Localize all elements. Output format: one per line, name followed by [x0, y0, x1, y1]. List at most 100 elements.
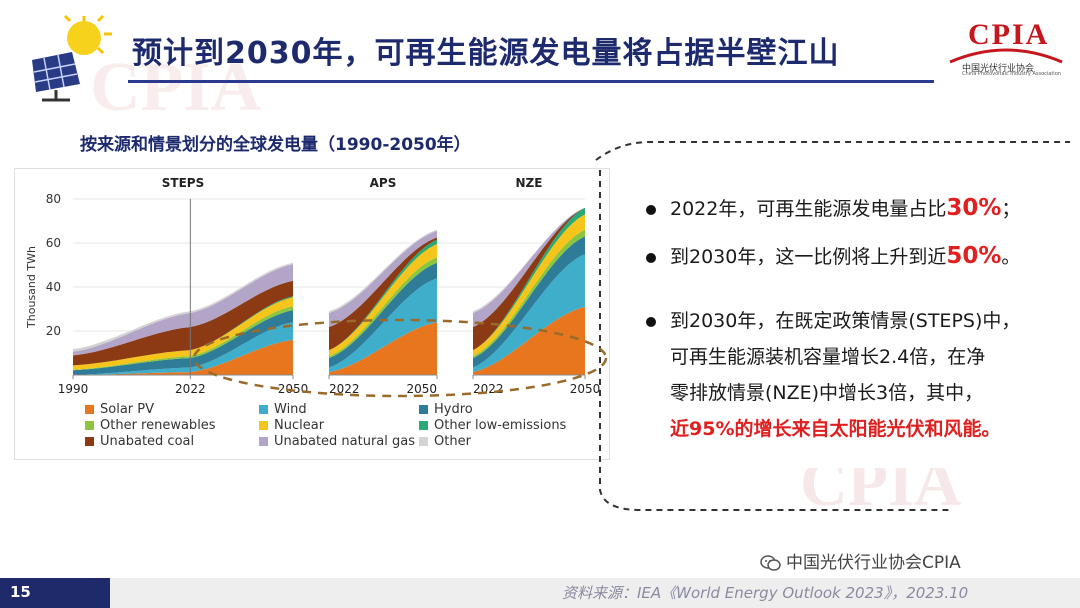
area-other-steps [73, 262, 293, 352]
footer-bar [0, 578, 1080, 608]
area-unabated-natural-gas-aps [329, 230, 437, 327]
legend-swatch [419, 421, 428, 430]
legend-label: Other low-emissions [434, 418, 567, 433]
legend-swatch [259, 405, 268, 414]
area-other-renewables-steps [73, 306, 293, 371]
area-unabated-natural-gas-steps [73, 264, 293, 356]
chart-container: 80 60 40 20 Thousand TWh STEPS 1990 2022 2050 APS… [14, 168, 610, 460]
area-unabated-coal-nze [473, 207, 585, 351]
solar-panel-icon [32, 14, 112, 102]
panel-title-nze: NZE [516, 176, 543, 190]
x-tick-label: 2050 [278, 382, 309, 396]
area-other-nze [473, 207, 585, 313]
chart-title: 按来源和情景划分的全球发电量（1990-2050年） [80, 135, 471, 155]
area-chart: 80 60 40 20 Thousand TWh STEPS 1990 2022 2050 APS… [25, 176, 601, 396]
legend-item: Other low-emissions [419, 418, 566, 433]
logo-subtitle: 中国光伏行业协会 [962, 64, 1035, 74]
logo-subtitle-en: China Photovoltaic Industry Association [962, 71, 1061, 77]
area-unabated-natural-gas-nze [473, 207, 585, 327]
bullet-1: 2022年，可再生能源发电量占比30%； [646, 194, 1020, 221]
cpia-logo: CPIA [968, 18, 1050, 51]
legend-item: Other renewables [85, 418, 216, 433]
legend-label: Unabated coal [100, 434, 195, 449]
wechat-name: 中国光伏行业协会CPIA [786, 553, 961, 573]
title-underline [128, 80, 934, 83]
wechat-icon [760, 555, 781, 571]
legend-item: Other [419, 434, 471, 449]
panel-title-steps: STEPS [162, 176, 204, 190]
legend-swatch [419, 405, 428, 414]
bullet-3-line-1: 到2030年，在既定政策情景(STEPS)中， [670, 310, 1021, 332]
y-tick-label: 80 [46, 192, 61, 206]
bullet-3-line-2: 可再生能源装机容量增长2.4倍，在净 [670, 346, 986, 368]
legend-label: Hydro [434, 402, 473, 417]
area-other-renewables-nze [473, 229, 585, 359]
legend-swatch [259, 437, 268, 446]
area-solar-pv-aps [329, 322, 437, 375]
bullet-3-red-line: 近95%的增长来自太阳能光伏和风能。 [670, 418, 1001, 440]
legend-swatch [259, 421, 268, 430]
x-tick-label: 2050 [406, 382, 437, 396]
x-tick-label: 2050 [570, 382, 601, 396]
legend-item: Solar PV [85, 402, 154, 417]
panel-title-aps: APS [370, 176, 397, 190]
area-wind-aps [329, 278, 437, 373]
watermark-top: CPIA [90, 49, 262, 126]
legend-swatch [85, 405, 94, 414]
page-number-box: 15 [0, 578, 110, 608]
area-nuclear-nze [473, 214, 585, 357]
area-unabated-coal-steps [73, 280, 293, 366]
legend-label: Other [434, 434, 471, 449]
legend-item: Unabated natural gas [259, 434, 415, 449]
wechat-attribution: 中国光伏行业协会CPIA [760, 548, 961, 573]
area-nuclear-steps [73, 297, 293, 370]
bullet-1-highlight: 30% [946, 195, 1002, 221]
area-unabated-coal-aps [329, 237, 437, 351]
bullet-dot [646, 316, 656, 327]
bullet-2-text: 到2030年，这一比例将上升到近 [670, 246, 947, 268]
x-tick-label: 2022 [329, 382, 360, 396]
bullet-dot [646, 204, 656, 215]
legend-swatch [85, 421, 94, 430]
bullet-1-text: 2022年，可再生能源发电量占比 [670, 198, 947, 220]
legend-label: Nuclear [274, 418, 325, 433]
area-other-aps [329, 229, 437, 313]
area-other-low-emissions-nze [473, 207, 585, 351]
area-wind-nze [473, 254, 585, 373]
area-solar-pv-nze [473, 306, 585, 375]
legend-item: Wind [259, 402, 307, 417]
bullet-dot [646, 252, 656, 263]
legend-swatch [85, 437, 94, 446]
y-tick-label: 20 [46, 324, 61, 338]
area-wind-steps [73, 322, 293, 375]
area-solar-pv-steps [73, 339, 293, 375]
source-note: 资料来源：IEA《World Energy Outlook 2023》，2023… [562, 584, 969, 602]
page-title: 预计到2030年，可再生能源发电量将占据半壁江山 [132, 36, 840, 71]
page-number: 15 [10, 583, 31, 601]
bullet-2: 到2030年，这一比例将上升到近50%。 [646, 242, 1020, 269]
x-tick-label: 2022 [175, 382, 206, 396]
y-tick-label: 40 [46, 280, 61, 294]
bullet-2-highlight: 50% [946, 243, 1002, 269]
area-nuclear-aps [329, 244, 437, 357]
area-hydro-aps [329, 262, 437, 368]
legend-item: Unabated coal [85, 434, 194, 449]
legend-label: Other renewables [100, 418, 216, 433]
bullet-3: 到2030年，在既定政策情景(STEPS)中， [646, 306, 1020, 333]
callout-outline [192, 141, 1070, 511]
legend-swatch [419, 437, 428, 446]
bullet-3-line-3: 零排放情景(NZE)中增长3倍，其中， [670, 382, 984, 404]
bullet-1-suffix: ； [1001, 198, 1021, 220]
area-other-renewables-aps [329, 257, 437, 359]
legend-item: Nuclear [259, 418, 324, 433]
cpia-logo-arc [949, 48, 1063, 64]
area-hydro-steps [73, 310, 293, 375]
legend-item: Hydro [419, 402, 473, 417]
legend-label: Unabated natural gas [274, 434, 416, 449]
key-points-panel: 2022年，可再生能源发电量占比30%； 到2030年，这一比例将上升到近50%… [632, 168, 1072, 468]
legend-label: Wind [274, 402, 307, 417]
y-tick-label: 60 [46, 236, 61, 250]
legend-label: Solar PV [100, 402, 154, 417]
area-hydro-nze [473, 236, 585, 368]
bullet-2-suffix: 。 [1001, 246, 1021, 268]
